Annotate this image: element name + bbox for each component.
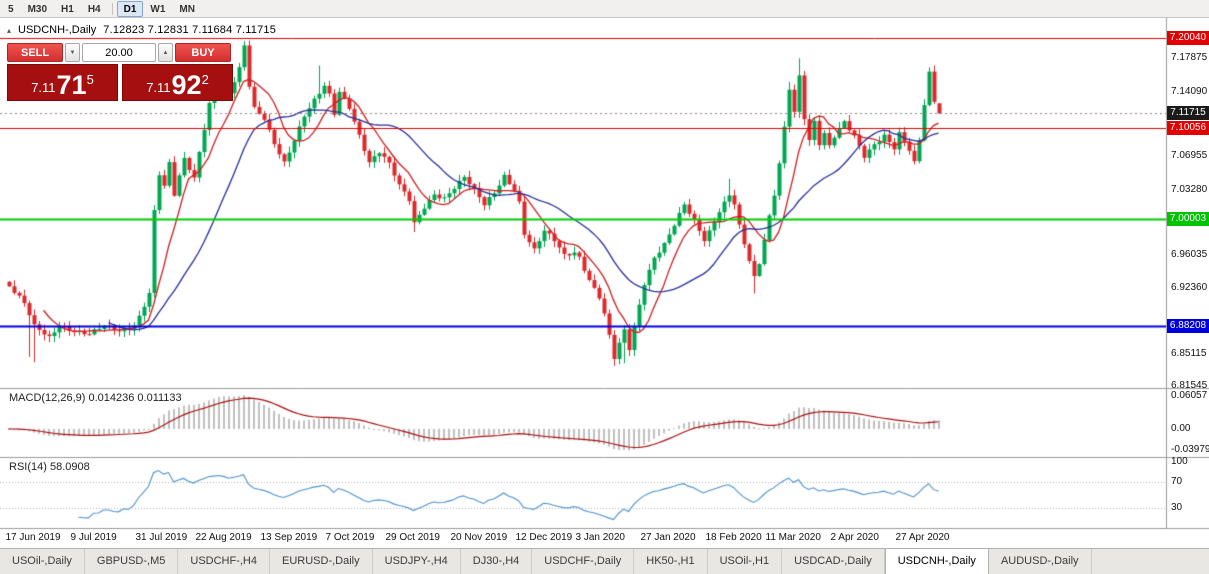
time-axis-label: 29 Oct 2019 bbox=[385, 532, 440, 543]
chart-tab-audusd-daily[interactable]: AUDUSD-,Daily bbox=[989, 549, 1092, 574]
chart-tab-gbpusd-m5[interactable]: GBPUSD-,M5 bbox=[85, 549, 179, 574]
price-axis-badge: 7.20040 bbox=[1167, 31, 1209, 45]
chart-tab-usdcad-daily[interactable]: USDCAD-,Daily bbox=[782, 549, 885, 574]
price-axis-tick: 7.17875 bbox=[1171, 51, 1208, 63]
time-axis-label: 27 Apr 2020 bbox=[895, 532, 950, 543]
timeframe-button-m30[interactable]: M30 bbox=[27, 3, 48, 15]
price-axis-tick: 6.96035 bbox=[1171, 249, 1208, 261]
volume-increase-button[interactable]: ▲ bbox=[158, 43, 173, 62]
volume-decrease-button[interactable]: ▼ bbox=[65, 43, 80, 62]
price-axis-tick: 7.06955 bbox=[1171, 150, 1208, 162]
price-axis-tick: 7.03280 bbox=[1171, 183, 1208, 195]
timeframe-button-h4[interactable]: H4 bbox=[87, 3, 101, 15]
buy-price-pip: 2 bbox=[201, 72, 209, 87]
price-axis-badge: 7.11715 bbox=[1167, 106, 1209, 121]
time-axis: 17 Jun 2019 9 Jul 2019 31 Jul 2019 22 Aug 2… bbox=[0, 530, 1209, 548]
toolbar-separator bbox=[111, 2, 113, 15]
chart-tab-usdcnh-daily[interactable]: USDCNH-,Daily bbox=[884, 549, 989, 574]
chart-tab-usdchf-daily[interactable]: USDCHF-,Daily bbox=[532, 549, 635, 574]
chart-icon: ▴ bbox=[7, 25, 12, 35]
chart-ohlc-values: 7.12823 7.12831 7.11684 7.11715 bbox=[103, 24, 277, 36]
chart-tab-usdchf-h4[interactable]: USDCHF-,H4 bbox=[178, 549, 270, 574]
chart-symbol-period: USDCNH-,Daily bbox=[18, 24, 97, 36]
time-axis-label: 27 Jan 2020 bbox=[640, 532, 696, 543]
price-axis-tick: 7.14090 bbox=[1171, 85, 1208, 97]
chart-tab-dj30-h4[interactable]: DJ30-,H4 bbox=[461, 549, 533, 574]
sell-button[interactable]: SELL bbox=[7, 43, 63, 62]
price-axis-badge: 6.88208 bbox=[1167, 319, 1209, 334]
time-axis-label: 11 Mar 2020 bbox=[765, 532, 821, 543]
time-axis-label: 2 Apr 2020 bbox=[830, 532, 879, 543]
chart-tab-eurusd-daily[interactable]: EURUSD-,Daily bbox=[270, 549, 373, 574]
chart-tabs-bar: USOil-,Daily GBPUSD-,M5 USDCHF-,H4 EURUSD-,… bbox=[0, 548, 1209, 574]
sell-price-panel[interactable]: 7.11 71 5 bbox=[7, 64, 118, 101]
price-axis-tick: 6.81545 bbox=[1171, 380, 1208, 392]
buy-price-prefix: 7.11 bbox=[146, 80, 171, 95]
buy-price-big: 92 bbox=[171, 70, 202, 100]
time-axis-label: 31 Jul 2019 bbox=[135, 532, 188, 543]
price-axis-tick: 6.92360 bbox=[1171, 282, 1208, 294]
time-axis-label: 9 Jul 2019 bbox=[70, 532, 117, 543]
buy-price-panel[interactable]: 7.11 92 2 bbox=[122, 64, 233, 101]
sell-price-prefix: 7.11 bbox=[31, 80, 56, 95]
chart-tab-hk50-h1[interactable]: HK50-,H1 bbox=[634, 549, 708, 574]
time-axis-label: 13 Sep 2019 bbox=[260, 532, 318, 543]
timeframe-button-w1[interactable]: W1 bbox=[150, 3, 166, 15]
timeframe-button-5[interactable]: 5 bbox=[8, 3, 14, 15]
price-axis-badge: 7.10056 bbox=[1167, 121, 1209, 136]
sell-price-pip: 5 bbox=[86, 72, 94, 87]
chart-tab-usoil-daily[interactable]: USOil-,Daily bbox=[0, 549, 85, 574]
macd-label: MACD(12,26,9) 0.014236 0.011133 bbox=[9, 392, 182, 404]
timeframe-button-d1[interactable]: D1 bbox=[116, 0, 144, 17]
time-axis-label: 18 Feb 2020 bbox=[705, 532, 762, 543]
triangle-up-icon: ▲ bbox=[162, 49, 169, 56]
timeframe-button-mn[interactable]: MN bbox=[179, 3, 195, 15]
time-axis-label: 7 Oct 2019 bbox=[325, 532, 375, 543]
price-axis-tick: 6.85115 bbox=[1171, 348, 1207, 360]
time-axis-label: 20 Nov 2019 bbox=[450, 532, 508, 543]
volume-input[interactable] bbox=[82, 43, 156, 62]
time-axis-label: 3 Jan 2020 bbox=[575, 532, 626, 543]
time-axis-label: 22 Aug 2019 bbox=[195, 532, 252, 543]
chart-info-line: ▴ USDCNH-,Daily 7.12823 7.12831 7.11684 … bbox=[7, 23, 276, 37]
buy-button[interactable]: BUY bbox=[175, 43, 231, 62]
triangle-down-icon: ▼ bbox=[69, 49, 76, 56]
chart-region: ▴ USDCNH-,Daily 7.12823 7.12831 7.11684 … bbox=[0, 18, 1209, 548]
time-axis-label: 17 Jun 2019 bbox=[5, 532, 61, 543]
price-axis-badge: 7.00003 bbox=[1167, 212, 1209, 227]
chart-tab-usoil-h1[interactable]: USOil-,H1 bbox=[708, 549, 783, 574]
chart-tab-usdjpy-h4[interactable]: USDJPY-,H4 bbox=[373, 549, 461, 574]
price-axis: 7.17875 7.14090 7.06955 7.03280 6.96035 6.923… bbox=[1167, 18, 1209, 548]
time-axis-label: 12 Dec 2019 bbox=[515, 532, 573, 543]
timeframe-toolbar: 5 M30 H1 H4 D1 W1 MN bbox=[0, 0, 1209, 18]
rsi-label: RSI(14) 58.0908 bbox=[9, 461, 90, 473]
price-chart-canvas[interactable] bbox=[0, 18, 1209, 548]
sell-price-big: 71 bbox=[56, 70, 87, 100]
timeframe-button-h1[interactable]: H1 bbox=[61, 3, 74, 15]
